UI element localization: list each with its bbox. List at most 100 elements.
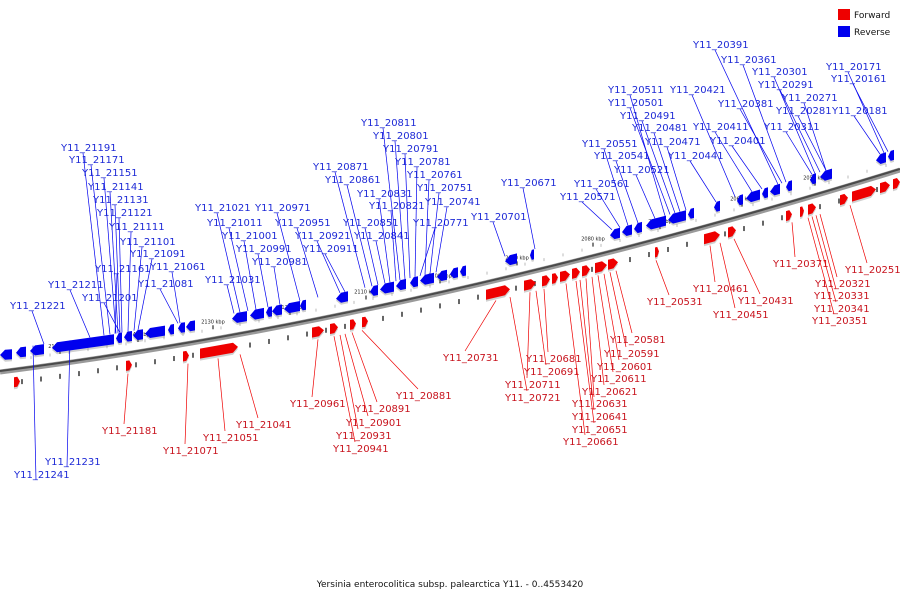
forward-gene-label[interactable]: Y11_20941	[332, 444, 389, 455]
forward-gene-label[interactable]: Y11_20901	[345, 418, 402, 429]
reverse-gene-label[interactable]: Y11_21061	[149, 262, 206, 273]
reverse-gene-arrow[interactable]	[714, 200, 720, 212]
reverse-gene-label[interactable]: Y11_20381	[717, 99, 774, 110]
reverse-gene-arrow[interactable]	[336, 291, 348, 303]
reverse-gene-label[interactable]: Y11_20981	[251, 257, 308, 268]
forward-gene-arrow[interactable]	[840, 193, 848, 206]
forward-gene-label[interactable]: Y11_20461	[692, 284, 749, 295]
forward-gene-label[interactable]: Y11_21071	[162, 446, 219, 457]
reverse-gene-label[interactable]: Y11_20821	[368, 201, 425, 212]
forward-gene-arrow[interactable]	[542, 275, 550, 287]
reverse-gene-arrow[interactable]	[737, 194, 743, 206]
forward-gene-arrow[interactable]	[524, 279, 536, 291]
reverse-gene-arrow[interactable]	[300, 299, 306, 311]
reverse-gene-arrow[interactable]	[168, 324, 174, 335]
forward-gene-arrow[interactable]	[595, 261, 607, 274]
forward-gene-arrow[interactable]	[350, 319, 356, 330]
forward-gene-label[interactable]: Y11_20371	[772, 259, 829, 270]
reverse-gene-arrow[interactable]	[116, 332, 122, 344]
forward-gene-label[interactable]: Y11_20351	[811, 316, 868, 327]
forward-gene-arrow[interactable]	[800, 206, 804, 217]
forward-gene-arrow[interactable]	[808, 203, 816, 215]
reverse-gene-label[interactable]: Y11_20991	[235, 244, 292, 255]
reverse-gene-label[interactable]: Y11_20391	[692, 40, 749, 51]
reverse-gene-arrow[interactable]	[186, 320, 195, 332]
reverse-gene-label[interactable]: Y11_20851	[342, 218, 399, 229]
reverse-gene-label[interactable]: Y11_20491	[619, 111, 676, 122]
reverse-gene-arrow[interactable]	[380, 281, 394, 294]
reverse-gene-label[interactable]: Y11_20471	[644, 137, 701, 148]
reverse-gene-arrow[interactable]	[124, 331, 132, 342]
reverse-gene-label[interactable]: Y11_21231	[44, 457, 101, 468]
reverse-gene-label[interactable]: Y11_20281	[775, 106, 832, 117]
reverse-gene-arrow[interactable]	[396, 278, 406, 291]
forward-gene-label[interactable]: Y11_21181	[101, 426, 158, 437]
reverse-gene-arrow[interactable]	[646, 215, 666, 230]
reverse-gene-arrow[interactable]	[266, 306, 272, 317]
reverse-gene-arrow[interactable]	[888, 149, 894, 161]
forward-gene-label[interactable]: Y11_20451	[712, 310, 769, 321]
forward-gene-label[interactable]: Y11_20661	[562, 437, 619, 448]
reverse-gene-label[interactable]: Y11_20501	[607, 98, 664, 109]
reverse-gene-arrow[interactable]	[284, 301, 300, 314]
reverse-gene-label[interactable]: Y11_20911	[302, 244, 359, 255]
forward-gene-arrow[interactable]	[608, 258, 618, 270]
forward-gene-label[interactable]: Y11_20531	[646, 297, 703, 308]
reverse-gene-label[interactable]: Y11_21121	[96, 208, 153, 219]
forward-gene-arrow[interactable]	[655, 246, 659, 258]
reverse-gene-label[interactable]: Y11_20741	[424, 197, 481, 208]
reverse-gene-label[interactable]: Y11_20271	[781, 93, 838, 104]
reverse-gene-label[interactable]: Y11_21161	[94, 264, 151, 275]
forward-gene-label[interactable]: Y11_20881	[395, 391, 452, 402]
reverse-gene-label[interactable]: Y11_20571	[559, 192, 616, 203]
forward-gene-arrow[interactable]	[582, 265, 590, 277]
forward-gene-arrow[interactable]	[572, 267, 580, 279]
reverse-gene-arrow[interactable]	[770, 183, 780, 196]
forward-gene-label[interactable]: Y11_20591	[603, 349, 660, 360]
reverse-gene-label[interactable]: Y11_20401	[709, 136, 766, 147]
reverse-gene-arrow[interactable]	[688, 207, 694, 219]
reverse-gene-arrow[interactable]	[634, 221, 642, 234]
reverse-gene-label[interactable]: Y11_20841	[353, 231, 410, 242]
reverse-gene-label[interactable]: Y11_20701	[470, 212, 527, 223]
reverse-gene-label[interactable]: Y11_20301	[751, 67, 808, 78]
reverse-gene-arrow[interactable]	[876, 152, 886, 164]
forward-gene-label[interactable]: Y11_20961	[289, 399, 346, 410]
reverse-gene-arrow[interactable]	[52, 334, 114, 353]
forward-gene-arrow[interactable]	[486, 285, 510, 300]
forward-gene-label[interactable]: Y11_20691	[523, 367, 580, 378]
reverse-gene-label[interactable]: Y11_21151	[81, 168, 138, 179]
reverse-gene-label[interactable]: Y11_21001	[221, 231, 278, 242]
reverse-gene-label[interactable]: Y11_20921	[294, 231, 351, 242]
forward-gene-arrow[interactable]	[14, 376, 20, 388]
forward-gene-arrow[interactable]	[330, 323, 338, 334]
reverse-gene-label[interactable]: Y11_21201	[81, 293, 138, 304]
reverse-gene-label[interactable]: Y11_21211	[47, 280, 104, 291]
forward-gene-arrow[interactable]	[200, 342, 238, 359]
reverse-gene-label[interactable]: Y11_21021	[194, 203, 251, 214]
forward-gene-label[interactable]: Y11_20651	[571, 425, 628, 436]
reverse-gene-arrow[interactable]	[145, 325, 165, 338]
reverse-gene-arrow[interactable]	[820, 168, 832, 181]
forward-gene-label[interactable]: Y11_20251	[844, 265, 900, 276]
reverse-gene-label[interactable]: Y11_20871	[312, 162, 369, 173]
reverse-gene-arrow[interactable]	[437, 269, 447, 281]
reverse-gene-label[interactable]: Y11_21081	[137, 279, 194, 290]
forward-gene-label[interactable]: Y11_20621	[581, 387, 638, 398]
reverse-gene-label[interactable]: Y11_21091	[129, 249, 186, 260]
reverse-gene-arrow[interactable]	[420, 272, 434, 285]
reverse-gene-label[interactable]: Y11_20511	[607, 85, 664, 96]
reverse-gene-label[interactable]: Y11_20521	[613, 165, 670, 176]
forward-gene-label[interactable]: Y11_20891	[354, 404, 411, 415]
reverse-gene-label[interactable]: Y11_21011	[206, 218, 263, 229]
reverse-gene-arrow[interactable]	[762, 187, 768, 199]
reverse-gene-arrow[interactable]	[530, 249, 534, 260]
reverse-gene-label[interactable]: Y11_21221	[9, 301, 66, 312]
forward-gene-arrow[interactable]	[362, 316, 368, 328]
forward-gene-label[interactable]: Y11_20611	[590, 374, 647, 385]
reverse-gene-label[interactable]: Y11_21141	[87, 182, 144, 193]
forward-gene-label[interactable]: Y11_20331	[813, 291, 870, 302]
reverse-gene-label[interactable]: Y11_21131	[92, 195, 149, 206]
reverse-gene-label[interactable]: Y11_20861	[324, 175, 381, 186]
forward-gene-label[interactable]: Y11_20711	[504, 380, 561, 391]
